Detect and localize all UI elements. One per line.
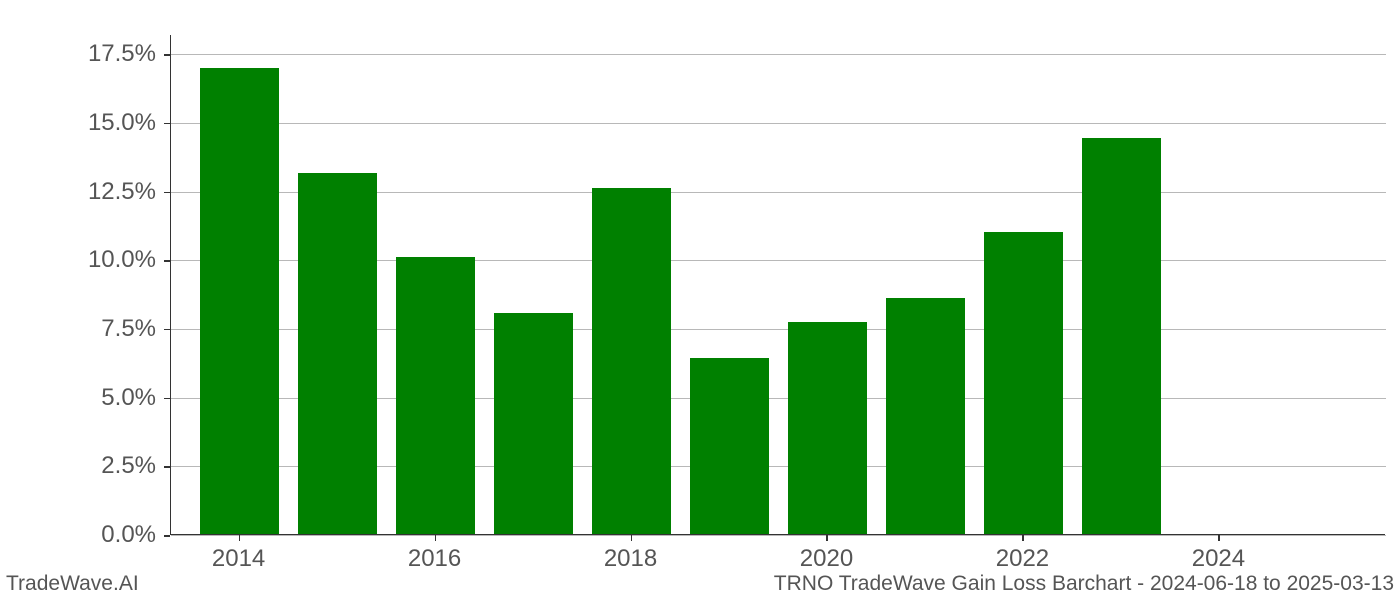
bar [298, 173, 376, 534]
y-tick-label: 15.0% [0, 109, 156, 137]
footer-left-text: TradeWave.AI [6, 572, 139, 596]
x-tick-label: 2014 [199, 545, 279, 573]
y-tick-label: 17.5% [0, 40, 156, 68]
x-tick-label: 2020 [786, 545, 866, 573]
y-tick-label: 0.0% [0, 521, 156, 549]
y-tick [164, 398, 170, 400]
bar [1082, 138, 1160, 534]
y-tick-label: 5.0% [0, 384, 156, 412]
plot-area [170, 35, 1385, 535]
bar [494, 313, 572, 534]
x-tick [1022, 535, 1024, 541]
bar [886, 298, 964, 534]
bar [788, 322, 866, 534]
x-tick [239, 535, 241, 541]
bar [984, 232, 1062, 534]
footer-right-text: TRNO TradeWave Gain Loss Barchart - 2024… [774, 572, 1394, 596]
y-tick [164, 192, 170, 194]
y-tick-label: 2.5% [0, 452, 156, 480]
y-tick-label: 7.5% [0, 315, 156, 343]
bar [396, 257, 474, 534]
x-tick [435, 535, 437, 541]
bar [592, 188, 670, 534]
x-tick-label: 2024 [1178, 545, 1258, 573]
y-tick-label: 10.0% [0, 246, 156, 274]
y-tick [164, 260, 170, 262]
y-tick-label: 12.5% [0, 178, 156, 206]
y-tick [164, 123, 170, 125]
x-tick [826, 535, 828, 541]
y-tick [164, 466, 170, 468]
x-tick-label: 2018 [591, 545, 671, 573]
bar [200, 68, 278, 534]
x-tick [1218, 535, 1220, 541]
x-tick-label: 2022 [982, 545, 1062, 573]
x-tick-label: 2016 [395, 545, 475, 573]
y-tick [164, 54, 170, 56]
y-grid-line [171, 535, 1386, 536]
bar [690, 358, 768, 534]
y-tick [164, 535, 170, 537]
y-tick [164, 329, 170, 331]
x-tick [631, 535, 633, 541]
y-grid-line [171, 54, 1386, 55]
y-grid-line [171, 123, 1386, 124]
chart-container: TradeWave.AI TRNO TradeWave Gain Loss Ba… [0, 0, 1400, 600]
